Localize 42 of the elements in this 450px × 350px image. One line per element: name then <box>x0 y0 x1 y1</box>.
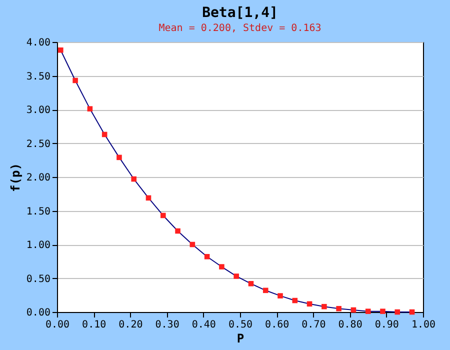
chart-title: Beta[1,4] <box>202 5 278 21</box>
point <box>87 106 93 112</box>
point <box>219 264 224 270</box>
point <box>204 254 210 260</box>
x-tick-label: 0.40 <box>192 320 216 330</box>
y-tick-label: 2.50 <box>26 138 50 150</box>
x-tick-label: 0.00 <box>45 320 70 330</box>
point <box>322 304 327 310</box>
x-tick-label: 0.30 <box>155 320 180 330</box>
y-tick-label: 3.00 <box>26 105 50 116</box>
point <box>336 306 342 312</box>
y-tick-label: 1.50 <box>26 206 50 218</box>
point <box>131 176 137 182</box>
y-axis-title: f(p) <box>8 163 22 192</box>
x-tick-label: 0.70 <box>302 320 326 330</box>
point <box>72 78 78 84</box>
x-tick-label: 0.10 <box>82 320 106 330</box>
point <box>160 212 166 218</box>
y-tick-label: 0.00 <box>26 308 50 318</box>
point <box>278 293 283 298</box>
y-tick-label: 0.50 <box>26 274 50 285</box>
x-tick-label: 0.90 <box>374 320 399 330</box>
point <box>175 228 180 234</box>
point <box>365 308 371 314</box>
x-tick-label: 0.20 <box>118 320 143 330</box>
point <box>380 308 386 314</box>
point <box>58 47 64 53</box>
x-axis-title: P <box>236 332 244 346</box>
x-tick-label: 0.60 <box>265 320 290 330</box>
x-tick-label: 0.50 <box>228 320 253 330</box>
y-tick-label: 2.00 <box>26 172 50 184</box>
point <box>234 274 239 279</box>
y-tick-label: 1.00 <box>26 240 50 251</box>
x-tick-label: 1.00 <box>411 320 436 330</box>
point <box>116 154 122 160</box>
point <box>248 281 254 286</box>
point <box>394 309 400 315</box>
y-tick-label: 3.50 <box>26 71 50 82</box>
y-tick-label: 4.00 <box>26 38 50 48</box>
chart-subtitle: Mean = 0.200, Stdev = 0.163 <box>158 23 322 34</box>
x-tick-label: 0.80 <box>338 320 362 330</box>
point <box>262 288 268 294</box>
